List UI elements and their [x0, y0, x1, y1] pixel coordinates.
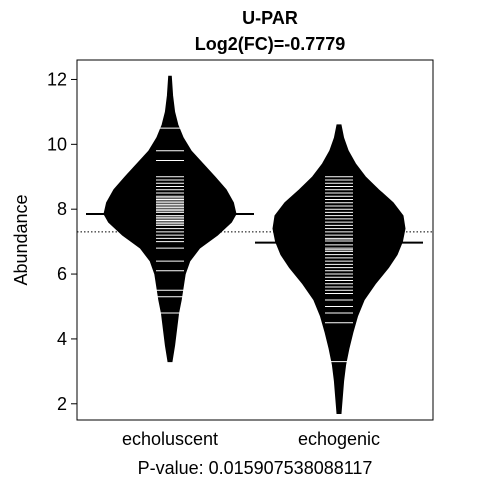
- x-axis: echoluscent echogenic: [122, 429, 380, 449]
- y-tick-label: 4: [57, 329, 67, 349]
- y-tick-label: 12: [47, 69, 67, 89]
- chart-title: U-PAR: [242, 8, 298, 28]
- x-tick-label: echoluscent: [122, 429, 218, 449]
- plot-frame: [76, 59, 434, 421]
- x-tick-label: echogenic: [298, 429, 380, 449]
- y-tick-label: 2: [57, 394, 67, 414]
- y-tick-label: 8: [57, 199, 67, 219]
- y-axis: 2 4 6 8 10 12: [47, 69, 77, 414]
- bean-echogenic: [272, 124, 406, 414]
- beans-layer: [77, 75, 433, 414]
- x-axis-label: P-value: 0.015907538088117: [138, 458, 373, 478]
- y-tick-label: 10: [47, 134, 67, 154]
- y-axis-label: Abundance: [11, 194, 31, 285]
- y-tick-label: 6: [57, 264, 67, 284]
- chart-subtitle: Log2(FC)=-0.7779: [195, 34, 346, 54]
